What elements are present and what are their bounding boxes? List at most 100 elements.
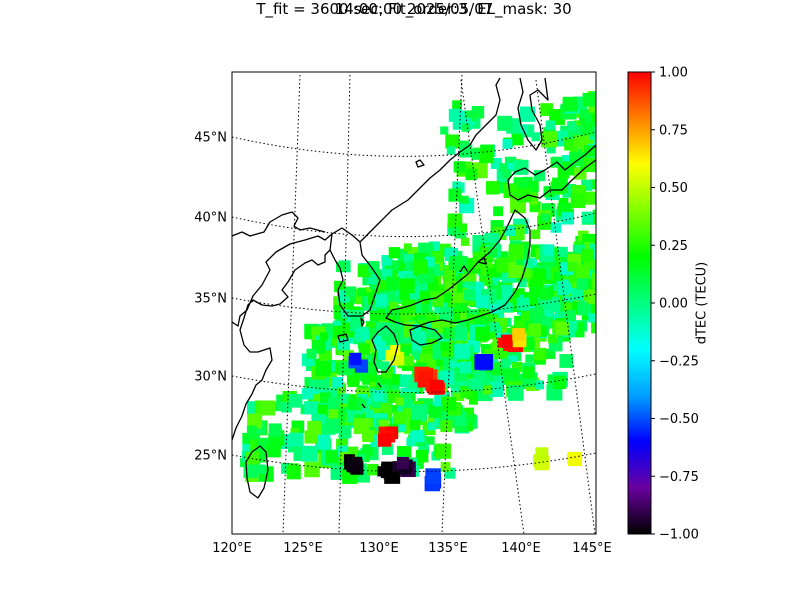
dtec-pixel — [409, 419, 421, 430]
dtec-pixel — [540, 288, 552, 300]
dtec-pixel — [428, 241, 440, 253]
dtec-pixel — [398, 289, 410, 300]
dtec-pixel — [246, 451, 259, 465]
dtec-pixel — [452, 389, 465, 401]
dtec-pixel — [409, 301, 422, 314]
dtec-pixel — [471, 378, 484, 391]
dtec-pixel — [503, 368, 520, 385]
dtec-pixel — [306, 348, 317, 359]
longitude-tick-label: 125°E — [283, 541, 323, 556]
dtec-pixel — [403, 243, 412, 252]
dtec-pixel-layer — [240, 91, 612, 492]
dtec-pixel — [503, 183, 519, 199]
colorbar-label: dTEC (TECU) — [694, 261, 710, 345]
dtec-pixel — [378, 433, 392, 447]
dtec-pixel — [448, 188, 462, 202]
dtec-pixel — [427, 422, 436, 431]
dtec-pixel — [484, 349, 494, 359]
dtec-pixel — [502, 169, 512, 179]
dtec-pixel — [497, 115, 513, 131]
colorbar-tick-labels: 1.00 0.75 0.50 0.25 0.00 −0.25 −0.50 −0.75 −1.00 — [651, 66, 699, 543]
dtec-pixel — [512, 328, 525, 341]
latitude-tick-label: 25°N — [194, 449, 227, 464]
dtec-pixel — [349, 292, 361, 304]
dtec-pixel — [412, 457, 424, 469]
dtec-pixel — [440, 420, 453, 433]
colorbar-tick-label: −0.75 — [659, 470, 699, 485]
dtec-pixel — [501, 334, 516, 348]
dtec-pixel — [564, 309, 577, 321]
dtec-pixel — [405, 321, 416, 332]
dtec-pixel — [315, 360, 331, 377]
dtec-pixel — [448, 108, 462, 122]
dtec-pixel — [519, 106, 536, 122]
dtec-pixel — [538, 296, 549, 307]
dtec-pixel — [399, 278, 415, 294]
dtec-pixel — [366, 273, 377, 285]
dtec-pixel — [412, 260, 428, 275]
dtec-pixel — [341, 323, 354, 335]
dtec-pixel — [576, 275, 591, 290]
dtec-pixel — [417, 273, 428, 284]
dtec-pixel — [498, 251, 509, 262]
dtec-pixel — [596, 258, 611, 273]
dtec-pixel — [569, 451, 582, 464]
meridian-140 — [460, 79, 525, 534]
dtec-pixel — [403, 355, 415, 366]
dtec-pixel — [503, 303, 513, 313]
dtec-pixel — [488, 381, 504, 397]
dtec-pixel — [447, 301, 456, 311]
parallel-35 — [232, 293, 596, 315]
dtec-pixel — [240, 457, 250, 468]
dtec-pixel — [579, 113, 589, 124]
dtec-pixel — [367, 463, 379, 476]
dtec-pixel — [561, 212, 575, 225]
dtec-pixel — [528, 258, 538, 267]
map-title-line-1: 14:00:00 2025/05/07 — [334, 0, 494, 18]
dtec-pixel — [257, 464, 267, 474]
dtec-pixel — [541, 131, 557, 148]
dtec-pixel — [449, 255, 463, 270]
dtec-pixel — [542, 316, 554, 328]
dtec-pixel — [581, 122, 595, 136]
dtec-pixel — [390, 351, 405, 366]
dtec-pixel — [424, 310, 434, 320]
dtec-pixel — [546, 296, 561, 311]
dtec-pixel — [246, 425, 257, 436]
coastline-ryukyu-2 — [361, 403, 366, 409]
dtec-pixel — [425, 468, 441, 484]
dtec-pixel — [461, 123, 471, 132]
dtec-pixel — [315, 434, 331, 450]
dtec-pixel — [396, 456, 409, 469]
dtec-pixel — [440, 462, 451, 472]
dtec-pixel — [247, 413, 263, 429]
dtec-pixel — [395, 397, 404, 406]
dtec-pixel — [349, 320, 362, 332]
dtec-pixel — [591, 272, 596, 289]
colorbar-tick-label: 0.00 — [659, 297, 688, 312]
dtec-pixel — [592, 209, 596, 224]
dtec-pixel — [440, 126, 449, 135]
coastline-russia-east — [359, 77, 501, 243]
dtec-pixel — [266, 442, 281, 458]
dtec-pixel — [598, 146, 612, 160]
dtec-pixel — [331, 334, 343, 346]
dtec-pixel — [502, 139, 513, 149]
dtec-pixel — [506, 162, 515, 171]
latitude-tick-label: 45°N — [194, 131, 227, 146]
dtec-pixel — [338, 425, 352, 439]
dtec-pixel — [563, 302, 573, 312]
dtec-pixel — [583, 241, 594, 252]
dtec-pixel — [361, 331, 370, 341]
dtec-pixel — [410, 404, 427, 421]
dtec-pixel — [458, 319, 467, 329]
dtec-pixel — [260, 400, 276, 416]
dtec-pixel — [504, 156, 517, 169]
coastline-shikoku — [409, 325, 443, 346]
colorbar-tick-label: 0.50 — [659, 181, 688, 196]
dtec-pixel — [489, 303, 500, 314]
dtec-pixel — [411, 350, 421, 360]
dtec-pixel — [467, 413, 476, 423]
dtec-pixel — [594, 268, 596, 285]
dtec-pixel — [571, 287, 584, 301]
